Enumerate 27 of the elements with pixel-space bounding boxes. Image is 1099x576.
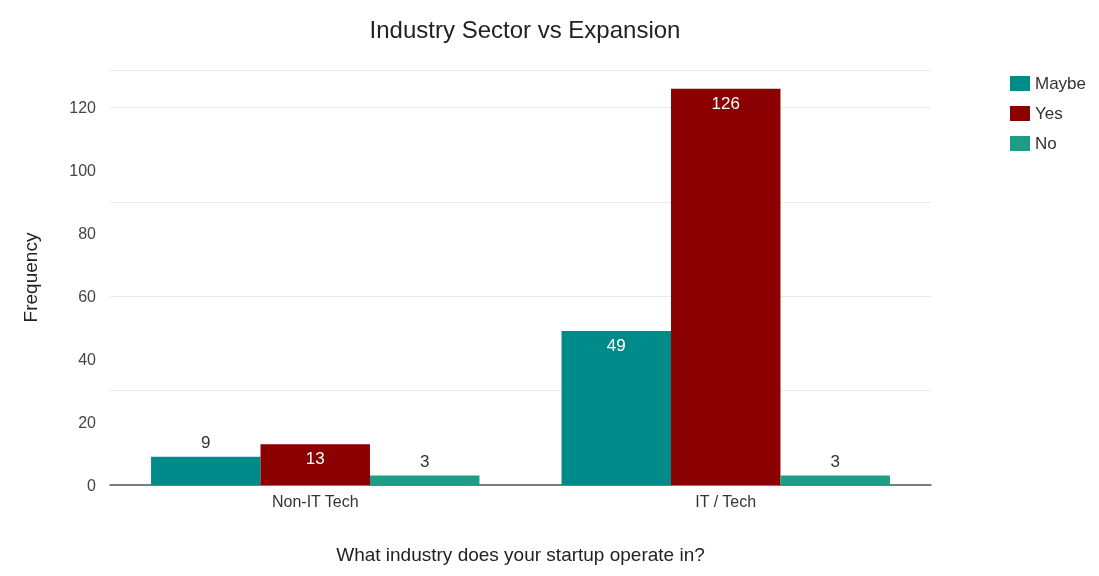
x-axis-title: What industry does your startup operate in?: [336, 544, 705, 565]
x-tick-label: Non-IT Tech: [271, 492, 359, 510]
y-tick-label: 0: [87, 476, 97, 494]
y-axis-title: Frequency: [20, 232, 41, 323]
data-label: 9: [201, 432, 211, 452]
bar: [780, 475, 890, 485]
data-label: 49: [606, 335, 626, 355]
bar: [671, 88, 781, 485]
legend-label: No: [1034, 134, 1057, 153]
legend-label: Yes: [1034, 104, 1063, 123]
data-label: 126: [711, 93, 740, 113]
x-tick-label: IT / Tech: [695, 492, 757, 510]
chart-title: Industry Sector vs Expansion: [369, 15, 681, 43]
y-tick-label: 40: [78, 350, 97, 368]
bar: [260, 444, 370, 485]
data-label: 3: [419, 451, 430, 471]
bar: [151, 456, 261, 485]
legend-label: Maybe: [1034, 74, 1087, 93]
data-label: 13: [305, 449, 325, 469]
y-tick-label: 20: [78, 413, 97, 431]
y-tick-label: 100: [69, 162, 97, 180]
bar: [369, 475, 480, 485]
y-tick-label: 60: [78, 287, 97, 305]
y-tick-label: 120: [69, 99, 97, 117]
bar: [561, 330, 672, 485]
y-tick-label: 80: [78, 224, 97, 242]
data-label: 3: [830, 451, 840, 471]
